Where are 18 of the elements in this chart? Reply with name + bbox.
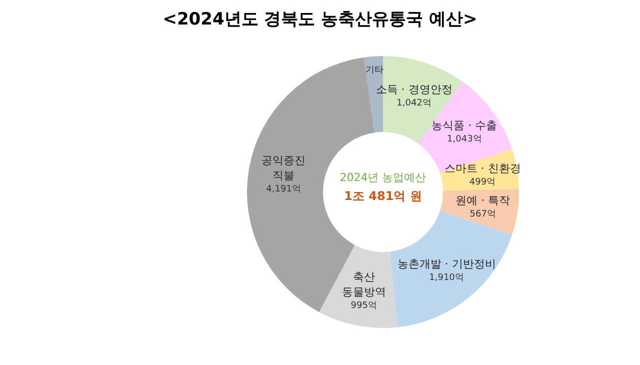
data-label: 1,042억 [396,98,432,108]
data-label: 1,910억 [429,273,464,284]
slice-label: 공익증진 직불 [262,154,306,182]
slice-label: 원예 · 특작 [456,194,510,207]
data-label: 567억 [470,209,496,220]
slice-label: 기타 [365,65,384,76]
slice-label: 스마트 · 친환경 [444,162,521,175]
slice-label: 축산 동물방역 [342,270,386,299]
slice-label: 농식품 · 수출 [432,119,498,132]
data-label: 4,191억 [266,184,301,194]
slice-label: 소득 · 경영안정 [376,82,452,96]
data-label: 499억 [469,177,496,188]
chart-title: <2024년도 경북도 농축산유통국 예산> [162,10,478,30]
slice-label: 농촌개발 · 기반정비 [397,258,496,271]
data-label: 1,043억 [447,134,482,145]
text: 2024년 농업예산 [340,171,426,184]
text: 1조 481억 원 [344,189,422,203]
data-label: 995억 [350,301,377,312]
